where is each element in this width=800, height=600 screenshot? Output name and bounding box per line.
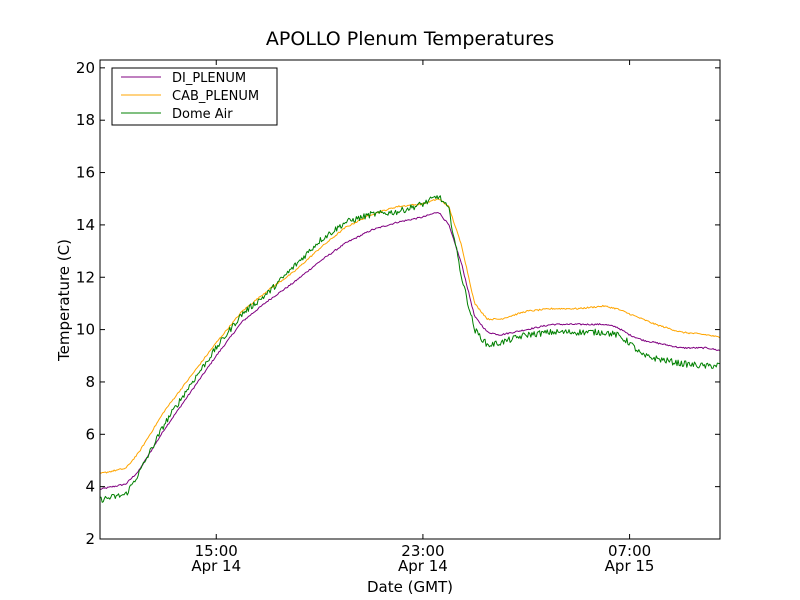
y-tick-label: 18 [76,111,95,129]
x-tick-time-label: 23:00 [401,542,444,560]
y-axis-label: Temperature (C) [55,239,73,362]
x-tick-time-label: 07:00 [608,542,651,560]
legend-label: CAB_PLENUM [172,89,259,104]
legend-label: DI_PLENUM [172,71,246,86]
legend-label: Dome Air [172,107,233,122]
chart-title: APOLLO Plenum Temperatures [266,28,554,50]
y-tick-label: 14 [76,216,95,234]
y-tick-label: 20 [76,59,95,77]
x-tick-date-label: Apr 14 [191,557,241,575]
x-tick-time-label: 15:00 [195,542,238,560]
y-tick-label: 8 [85,373,95,391]
series-line-di-plenum [100,212,720,490]
series-line-cab-plenum [100,197,720,474]
y-tick-label: 10 [76,321,95,339]
y-tick-label: 12 [76,268,95,286]
x-tick-date-label: Apr 14 [398,557,448,575]
plot-frame [99,59,721,540]
x-axis-label: Date (GMT) [367,578,453,596]
series-layer [100,195,720,503]
legend: DI_PLENUM CAB_PLENUM Dome Air [111,67,278,126]
y-tick-label: 16 [76,164,95,182]
x-tick-date-label: Apr 15 [605,557,655,575]
y-tick-label: 6 [85,425,95,443]
y-tick-label: 2 [85,530,95,548]
y-tick-label: 4 [85,478,95,496]
series-line-dome-air [100,195,720,503]
